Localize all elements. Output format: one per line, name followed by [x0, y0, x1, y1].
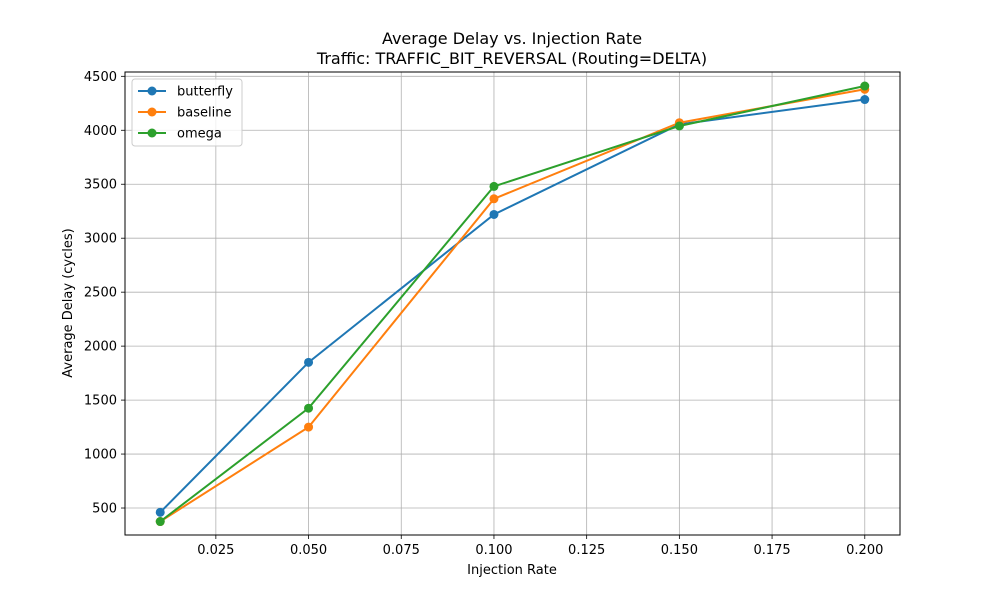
- legend-label-butterfly: butterfly: [177, 85, 233, 100]
- y-tick-label: 3000: [84, 232, 117, 247]
- data-point-omega: [674, 121, 684, 131]
- plot-area-frame: [124, 71, 901, 536]
- y-tick-label: 4000: [84, 124, 117, 139]
- data-point-omega: [860, 81, 870, 91]
- y-tick-label: 2000: [84, 340, 117, 355]
- y-tick-label: 1500: [84, 394, 117, 409]
- legend-label-baseline: baseline: [177, 106, 231, 121]
- data-point-omega: [304, 403, 314, 413]
- x-tick-label: 0.100: [475, 543, 512, 558]
- x-tick-label: 0.150: [661, 543, 698, 558]
- legend-box: [131, 78, 243, 147]
- data-point-baseline: [489, 194, 499, 204]
- y-tick-label: 500: [92, 502, 117, 517]
- y-tick-label: 4500: [84, 70, 117, 85]
- data-point-butterfly: [860, 95, 870, 105]
- x-tick-label: 0.175: [753, 543, 790, 558]
- legend-marker-omega: [147, 128, 157, 138]
- data-point-butterfly: [304, 357, 314, 367]
- legend-label-omega: omega: [177, 127, 222, 142]
- y-tick-label: 2500: [84, 286, 117, 301]
- chart-title: Average Delay vs. Injection Rate: [382, 29, 642, 48]
- y-axis: 500 1000 1500 2000 2500 3000 3500 4000 4500: [84, 70, 125, 517]
- y-axis-label: Average Delay (cycles): [61, 228, 76, 377]
- legend: butterfly baseline omega: [131, 78, 243, 147]
- chart-subtitle: Traffic: TRAFFIC_BIT_REVERSAL (Routing=D…: [316, 49, 707, 69]
- x-tick-label: 0.200: [846, 543, 883, 558]
- legend-marker-baseline: [147, 107, 157, 117]
- x-axis: 0.025 0.050 0.075 0.100 0.125 0.150 0.175 0.200: [197, 535, 883, 558]
- data-point-omega: [155, 517, 165, 527]
- data-point-butterfly: [489, 209, 499, 219]
- x-tick-label: 0.125: [568, 543, 605, 558]
- y-tick-label: 1000: [84, 448, 117, 463]
- series-group: [155, 81, 870, 527]
- data-point-baseline: [304, 422, 314, 432]
- x-tick-label: 0.075: [383, 543, 420, 558]
- data-point-omega: [489, 181, 499, 191]
- grid: [125, 72, 900, 535]
- x-tick-label: 0.050: [290, 543, 327, 558]
- x-axis-label: Injection Rate: [467, 563, 557, 578]
- legend-marker-butterfly: [147, 86, 157, 96]
- series-omega: [155, 81, 870, 527]
- x-tick-label: 0.025: [197, 543, 234, 558]
- data-point-butterfly: [155, 507, 165, 517]
- y-tick-label: 3500: [84, 178, 117, 193]
